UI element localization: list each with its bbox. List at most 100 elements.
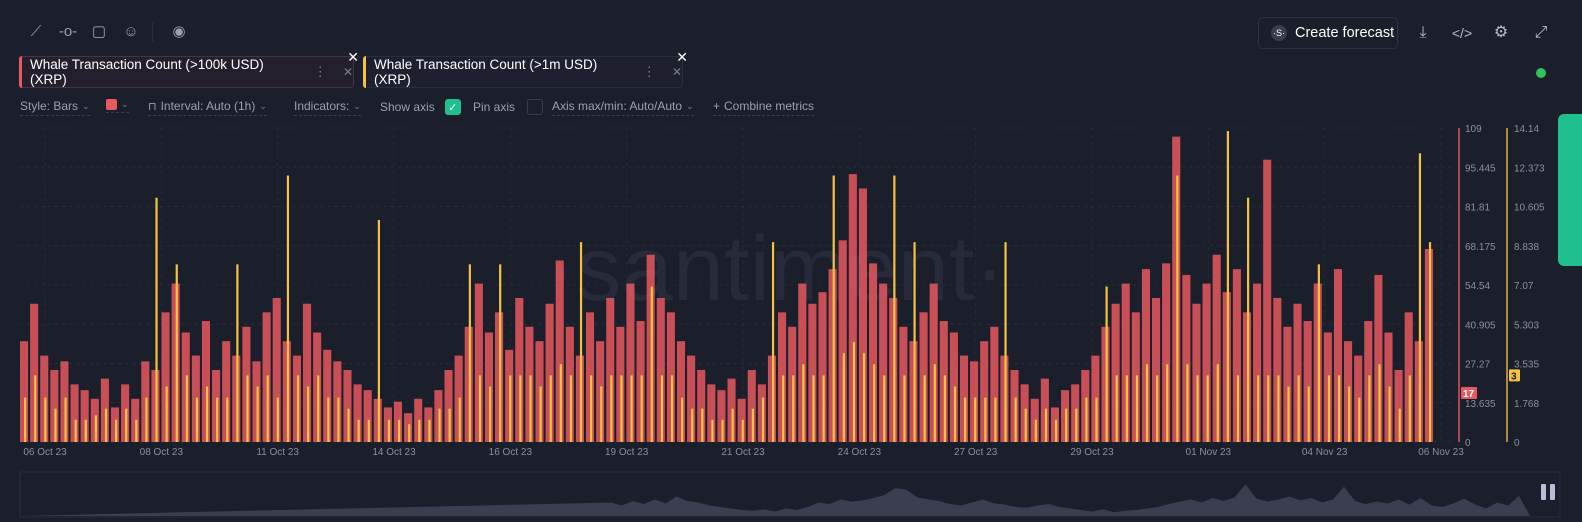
close-icon[interactable]: ✕ (347, 49, 359, 65)
bar-100k (656, 297, 665, 442)
settings-icon[interactable]: ⚙ (1493, 24, 1509, 41)
bar-1m (236, 264, 239, 442)
bar-1m (24, 397, 27, 442)
bar-100k (1182, 274, 1191, 442)
bar-1m (842, 353, 845, 442)
embed-code-icon[interactable]: </> (1451, 25, 1473, 41)
y-tick-label: 54.54 (1465, 281, 1490, 292)
bar-1m (984, 397, 987, 442)
bar-1m (1408, 375, 1411, 442)
eye-icon[interactable]: ◉ (172, 23, 186, 40)
pin-axis-toggle[interactable]: Pin axis (473, 99, 544, 117)
bar-1m (1368, 375, 1371, 442)
bar-100k (100, 378, 109, 442)
bar-1m (701, 408, 704, 442)
bar-1m (569, 375, 573, 442)
bar-1m (1247, 197, 1250, 442)
chevron-down-icon: ⌄ (121, 99, 129, 109)
bar-100k (303, 303, 312, 442)
bar-1m (873, 364, 876, 442)
more-options-icon[interactable]: ⋮ (642, 64, 656, 79)
bar-100k (1333, 269, 1343, 442)
remove-icon[interactable]: ✕ (671, 65, 682, 79)
bar-1m (761, 397, 765, 442)
bar-1m (1358, 397, 1361, 442)
color-swatch (106, 99, 117, 110)
bar-1m (327, 397, 330, 442)
indicators-dropdown[interactable]: Indicators: ⌄ (294, 99, 361, 116)
bar-100k (1202, 283, 1211, 442)
bar-1m (640, 375, 643, 442)
bar-1m (862, 353, 866, 442)
line-draw-icon[interactable]: ⟋ (30, 23, 42, 40)
download-icon[interactable]: ⤓ (1419, 24, 1427, 41)
y-tick-label: 40.905 (1465, 320, 1496, 331)
bar-100k (980, 341, 989, 442)
bar-100k (1192, 303, 1201, 442)
show-axis-toggle[interactable]: Show axis ✓ (380, 99, 461, 117)
axis-maxmin-dropdown[interactable]: Axis max/min: Auto/Auto ⌄ (552, 99, 694, 116)
bar-1m (1044, 408, 1048, 442)
show-axis-checkbox[interactable]: ✓ (444, 99, 461, 115)
bar-100k (1293, 303, 1302, 442)
metric-chip-1m[interactable]: Whale Transaction Count (>1m USD) (XRP) … (363, 49, 688, 88)
bar-100k (1212, 254, 1221, 442)
side-panel-tab[interactable] (1558, 114, 1582, 266)
bar-1m (1014, 397, 1017, 442)
combine-metrics-button[interactable]: + Combine metrics (713, 99, 815, 116)
x-tick-label: 16 Oct 23 (489, 447, 533, 458)
create-forecast-button[interactable]: ·S· Create forecast (1258, 17, 1398, 49)
bar-100k (232, 355, 241, 442)
x-tick-label: 01 Nov 23 (1186, 447, 1232, 458)
navigator-handle[interactable] (1541, 484, 1546, 500)
bar-100k (151, 369, 160, 442)
bar-1m (145, 397, 148, 442)
bar-1m (1075, 408, 1078, 442)
bar-100k (1101, 326, 1110, 442)
emoji-icon[interactable]: ☺ (123, 23, 139, 40)
bar-100k (737, 398, 746, 442)
bar-1m (54, 408, 57, 442)
chevron-down-icon: ⌄ (686, 100, 694, 111)
interval-dropdown[interactable]: ⊓ Interval: Auto (1h) ⌄ (148, 99, 267, 116)
x-tick-label: 24 Oct 23 (838, 447, 882, 458)
horizontal-line-icon[interactable]: -o- (58, 23, 78, 40)
bar-1m (529, 375, 532, 442)
bar-1m (933, 364, 936, 442)
live-status-dot (1536, 68, 1546, 78)
style-dropdown[interactable]: Style: Bars ⌄ (20, 99, 90, 116)
santiment-logo-icon: ·S· (1271, 25, 1287, 41)
bar-100k (990, 326, 999, 442)
y-tick-label: 81.81 (1465, 203, 1490, 214)
bar-1m (1277, 375, 1280, 442)
navigator-frame (19, 471, 1561, 518)
bar-100k (798, 283, 807, 442)
close-icon[interactable]: ✕ (676, 49, 688, 65)
bar-1m (1034, 419, 1037, 442)
note-icon[interactable]: ▢ (91, 23, 107, 40)
bar-1m (1307, 386, 1310, 442)
bar-1m (1196, 375, 1199, 442)
metric-label: Whale Transaction Count (>100k USD) (XRP… (30, 57, 264, 87)
bar-100k (80, 390, 89, 442)
fullscreen-icon[interactable]: ⤢ (1534, 24, 1548, 41)
bar-1m (448, 408, 451, 442)
bar-1m (590, 375, 593, 442)
bar-1m (1337, 375, 1341, 442)
metric-label: Whale Transaction Count (>1m USD) (XRP) (374, 57, 598, 87)
pin-axis-checkbox[interactable] (527, 99, 544, 115)
bar-1m (296, 375, 300, 442)
bar-1m (670, 375, 674, 442)
bar-1m (1176, 175, 1179, 443)
bar-1m (1226, 131, 1229, 442)
remove-icon[interactable]: ✕ (342, 65, 353, 79)
more-options-icon[interactable]: ⋮ (313, 64, 327, 79)
color-picker[interactable]: ⌄ (106, 99, 129, 113)
bar-100k (444, 369, 453, 442)
navigator-handle[interactable] (1550, 484, 1555, 500)
bar-100k (929, 283, 938, 442)
metric-chip-100k[interactable]: Whale Transaction Count (>100k USD) (XRP… (19, 49, 359, 88)
y-tick-label: 5.303 (1514, 320, 1539, 331)
bar-1m (1327, 375, 1331, 442)
